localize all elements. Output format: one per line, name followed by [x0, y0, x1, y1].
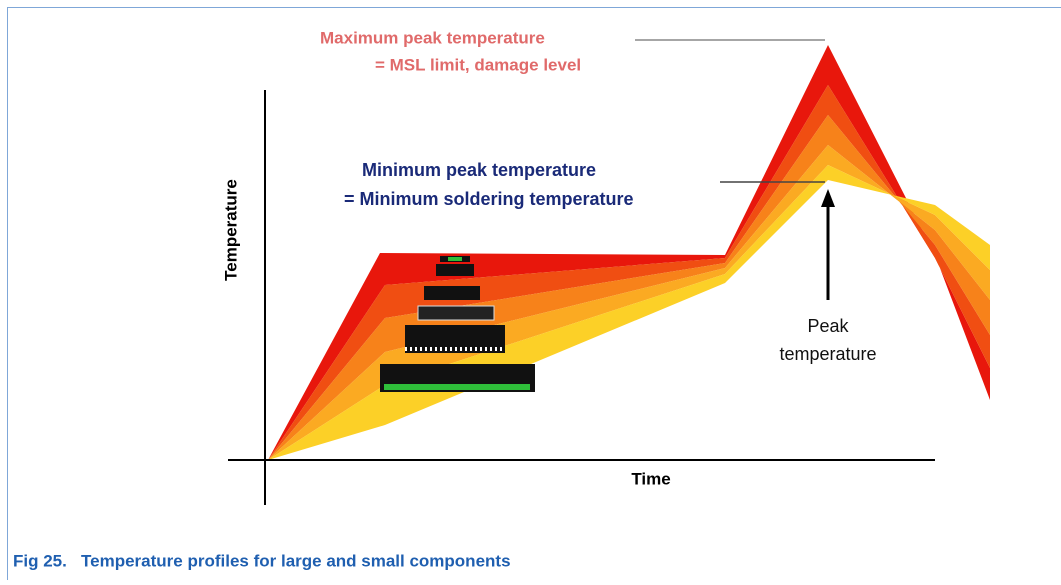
component [384, 384, 530, 390]
profiles [268, 45, 990, 460]
annotation: Minimum peak temperature [362, 160, 596, 180]
annotation: Maximum peak temperature [320, 28, 545, 47]
component [436, 264, 474, 276]
annotation: = MSL limit, damage level [375, 55, 581, 74]
component [424, 286, 480, 300]
y-axis-label: Temperature [221, 179, 240, 281]
x-axis-label: Time [631, 469, 670, 488]
caption: Fig 25. Temperature profiles for large a… [13, 551, 511, 570]
arrow-head [821, 189, 835, 207]
component [448, 257, 462, 261]
annotation: Peak [807, 316, 849, 336]
component [418, 306, 494, 320]
annotation: temperature [779, 344, 876, 364]
annotation: = Minimum soldering temperature [344, 189, 634, 209]
